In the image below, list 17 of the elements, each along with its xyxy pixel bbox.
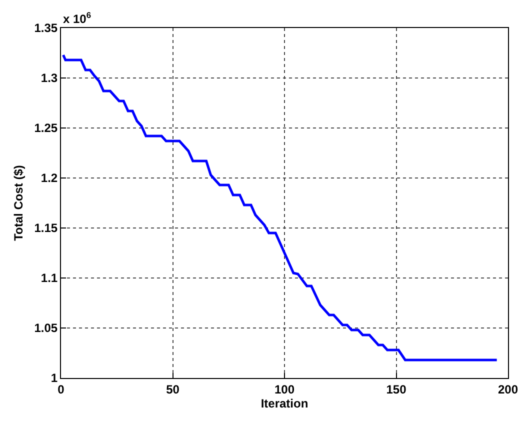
y-tick-label: 1.35: [34, 21, 58, 36]
x-tick-label: 50: [166, 382, 180, 396]
y-tick-label: 1.3: [40, 71, 58, 86]
x-tick-label: 100: [274, 382, 295, 396]
x-tick-label: 200: [498, 382, 518, 396]
x-tick-label: 0: [58, 382, 65, 396]
y-axis-title: Total Cost ($): [12, 165, 26, 241]
y-tick-label: 1.1: [40, 271, 58, 286]
x-tick-label: 150: [386, 382, 407, 396]
y-tick-label: 1.05: [34, 321, 58, 336]
text: x 10$^{6}$: [63, 10, 92, 26]
line-series: [62, 54, 498, 362]
y-tick-label: 1: [50, 371, 58, 386]
y-tick-label: 1.25: [34, 121, 58, 136]
y-tick-label: 1.2: [40, 171, 58, 186]
y-tick-label: 1.15: [34, 221, 58, 236]
x-axis-title: Iteration: [260, 396, 308, 410]
